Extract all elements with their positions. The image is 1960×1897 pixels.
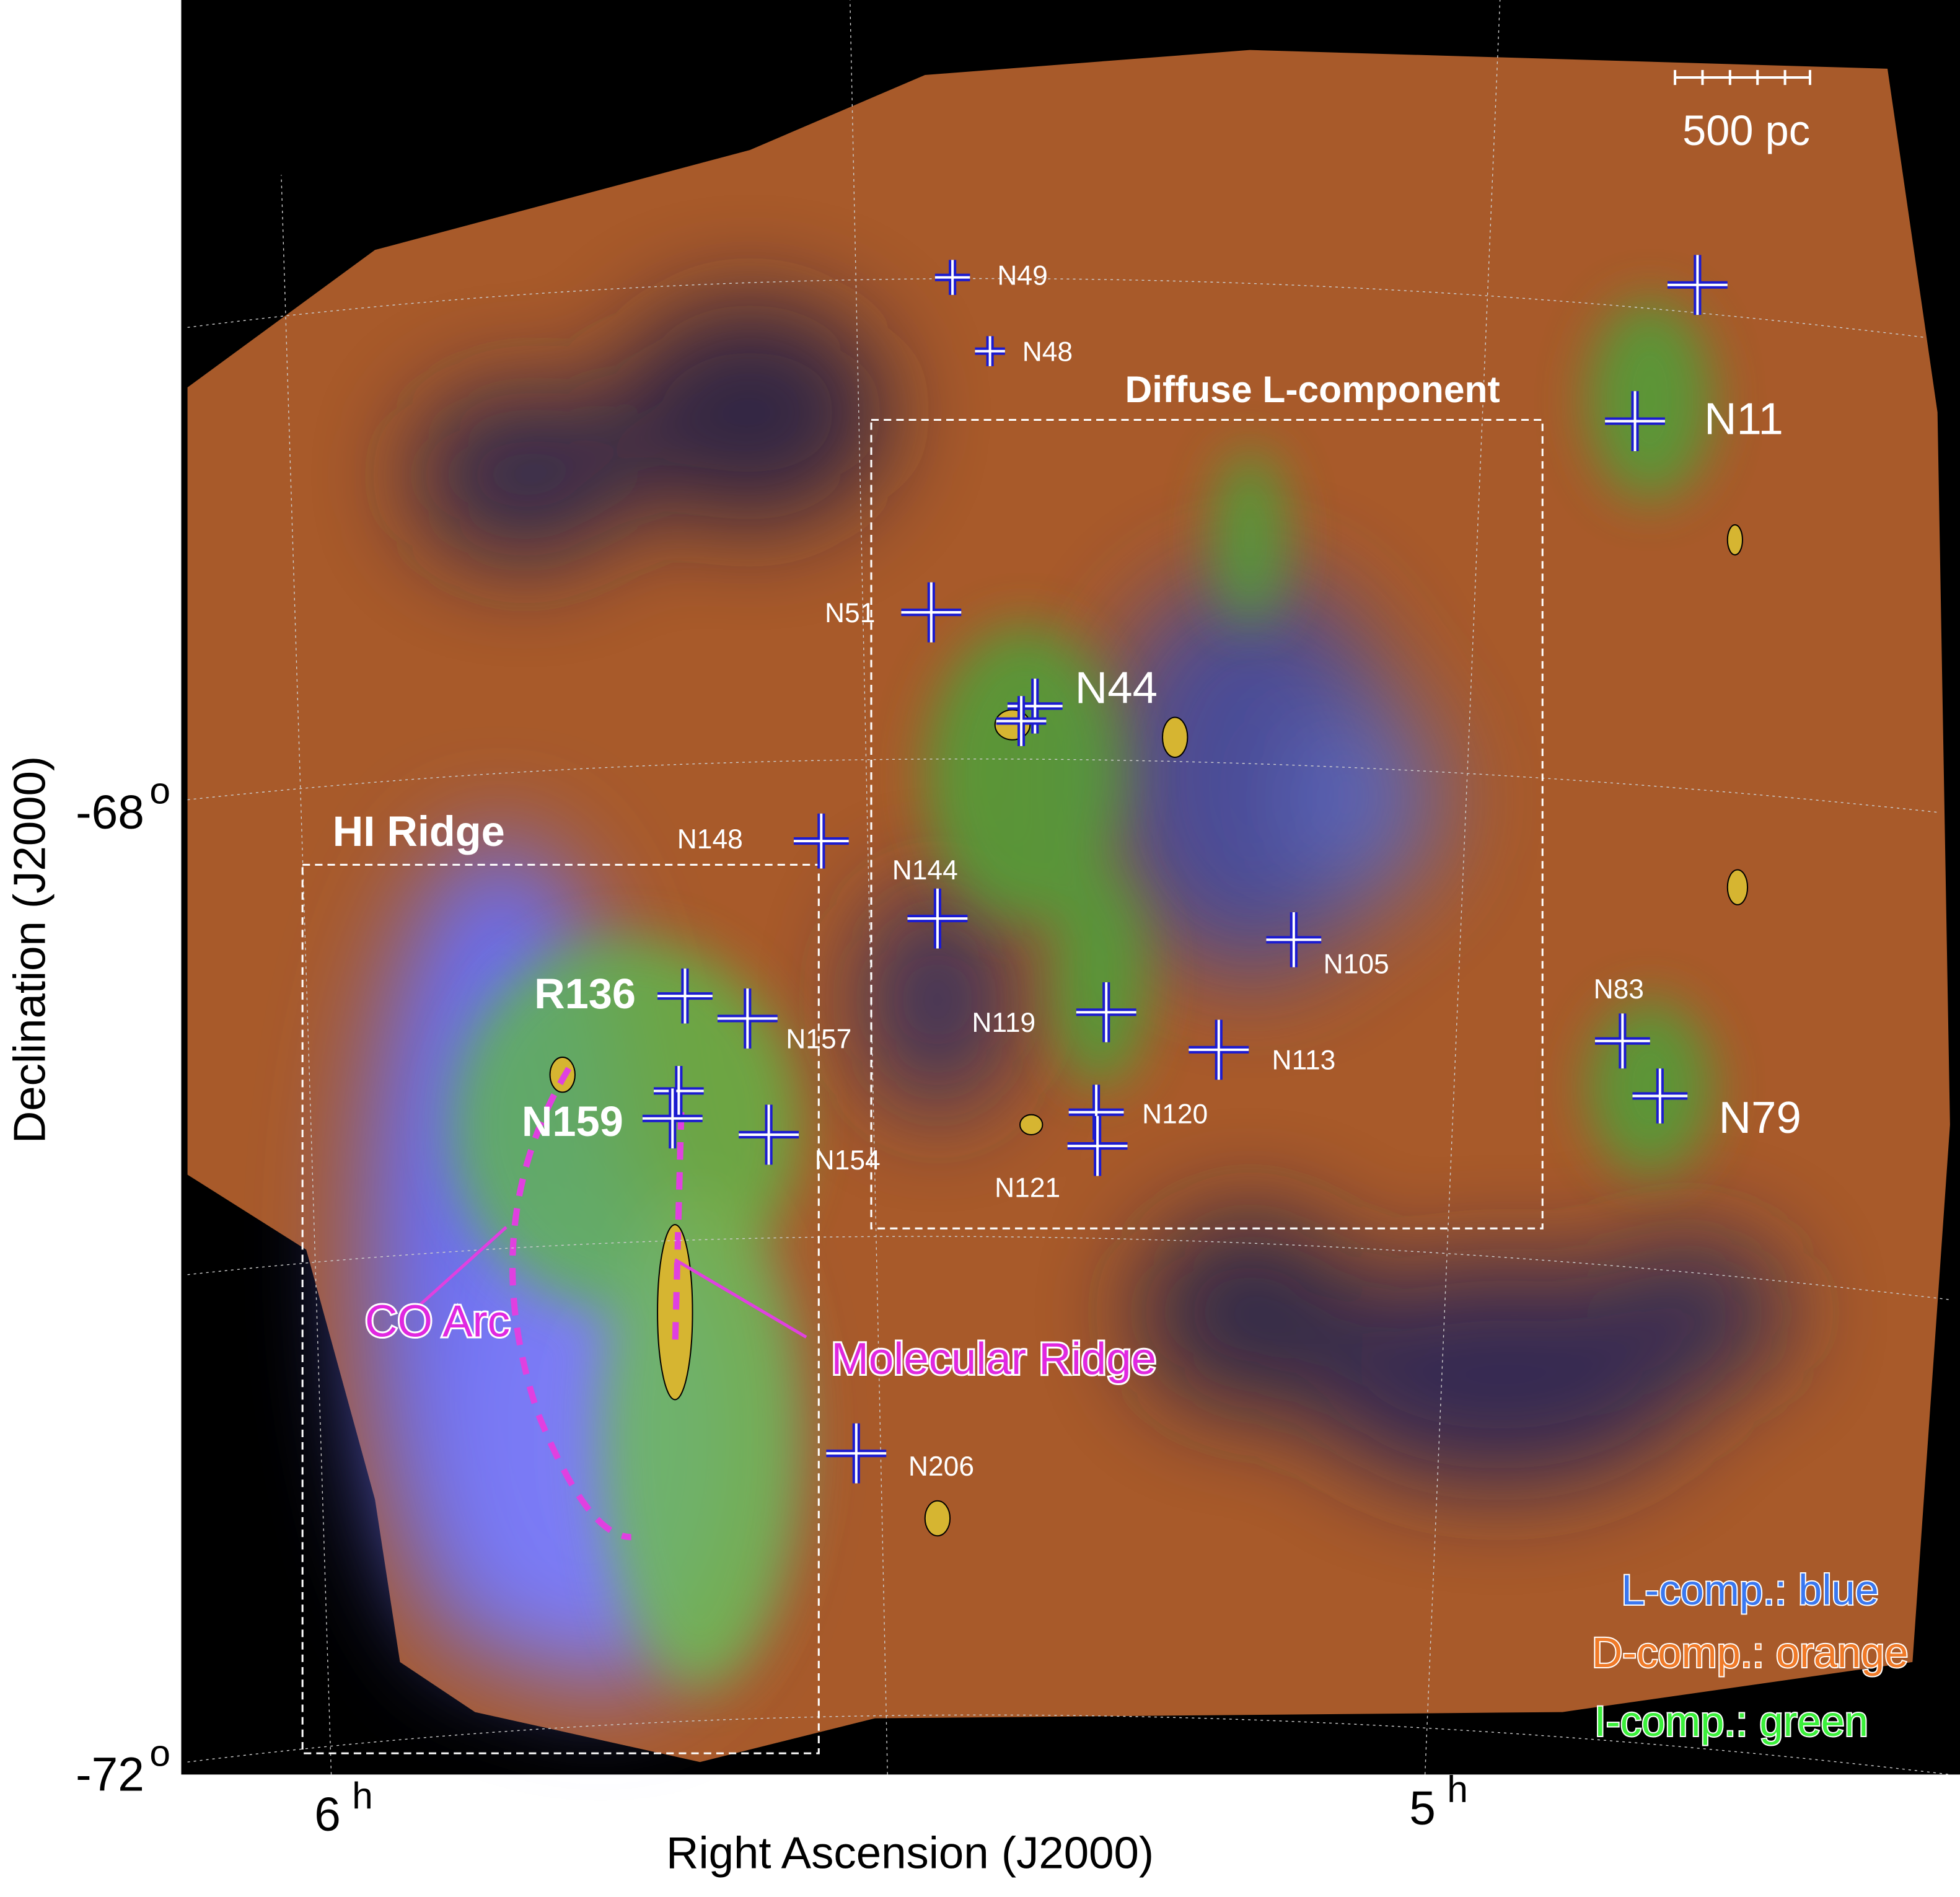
- x-tick-label: 6: [314, 1789, 341, 1841]
- cross: [793, 813, 849, 869]
- cross: [1266, 912, 1322, 967]
- region-label: N121: [995, 1173, 1060, 1203]
- annotations: Diffuse L-component N11 N49 N48 N51 N44 HI Rid…: [333, 260, 1910, 1746]
- axis-ticks: 6 h 5 h-68 o-72 o: [76, 770, 1468, 1842]
- cross: [826, 1423, 887, 1484]
- cross: [654, 1066, 704, 1116]
- y-tick-label: -68: [76, 786, 144, 839]
- cross: [642, 1088, 703, 1149]
- region-label: N44: [1075, 662, 1158, 713]
- region-label: N79: [1719, 1093, 1801, 1143]
- cross: [739, 1104, 799, 1165]
- x-axis-label: Right Ascension (J2000): [666, 1828, 1154, 1878]
- region-label: N206: [908, 1451, 974, 1482]
- region-label: N11: [1704, 394, 1783, 444]
- coordinate-grid: [187, 0, 1950, 1776]
- x-tick-sup: h: [1447, 1768, 1468, 1810]
- region-label: N83: [1594, 974, 1644, 1005]
- region-label: R136: [534, 970, 636, 1018]
- cross: [975, 336, 1005, 366]
- region-label: Diffuse L-component: [1125, 368, 1500, 410]
- legend-entry: L-comp.: blue: [1621, 1566, 1878, 1614]
- cross: [1076, 982, 1136, 1042]
- scale-bar: [1674, 69, 1811, 86]
- x-tick-sup: h: [352, 1774, 373, 1816]
- legend-entry: D-comp.: orange: [1592, 1629, 1909, 1676]
- legend-entry: I-comp.: green: [1594, 1697, 1868, 1745]
- y-tick-sup: o: [149, 770, 170, 812]
- region-label: HI Ridge: [333, 808, 505, 855]
- sky-map: [187, 50, 1950, 1763]
- region-label: N49: [997, 260, 1047, 291]
- region-label: N120: [1142, 1099, 1208, 1129]
- region-label: N113: [1272, 1045, 1336, 1076]
- scale-label: 500 pc: [1682, 107, 1810, 154]
- cross: [1594, 1013, 1650, 1069]
- cross: [901, 582, 962, 643]
- co-arc-pointer: [418, 1226, 508, 1308]
- cross: [996, 696, 1047, 746]
- y-axis-label: Declination (J2000): [5, 756, 55, 1143]
- ridge-pointer: [674, 1258, 807, 1339]
- hi-ridge-box: [301, 863, 820, 1754]
- cross: [1632, 1068, 1688, 1124]
- region-label: Molecular Ridge: [831, 1334, 1156, 1384]
- x-tick-label: 5: [1409, 1782, 1436, 1835]
- region-label: CO Arc: [365, 1296, 510, 1347]
- region-label: N48: [1022, 337, 1073, 367]
- cross: [1667, 255, 1728, 315]
- y-tick-label: -72: [76, 1749, 144, 1802]
- cross: [934, 260, 970, 295]
- region-label: N154: [815, 1145, 881, 1176]
- cross: [1067, 1116, 1128, 1176]
- region-label: N144: [892, 855, 958, 886]
- cross: [907, 888, 968, 949]
- region-label: N51: [825, 598, 875, 628]
- cross: [1605, 391, 1665, 451]
- region-label: N119: [972, 1008, 1035, 1038]
- cross: [657, 968, 713, 1024]
- regions: [301, 419, 1544, 1754]
- source-markers: [418, 255, 1728, 1484]
- cross: [1189, 1019, 1249, 1080]
- region-label: N148: [677, 824, 743, 855]
- diffuse-box: [870, 419, 1544, 1230]
- region-label: N159: [522, 1098, 623, 1145]
- region-label: N157: [786, 1024, 851, 1054]
- region-label: N105: [1324, 949, 1389, 979]
- y-tick-sup: o: [149, 1732, 170, 1774]
- cross: [717, 988, 778, 1049]
